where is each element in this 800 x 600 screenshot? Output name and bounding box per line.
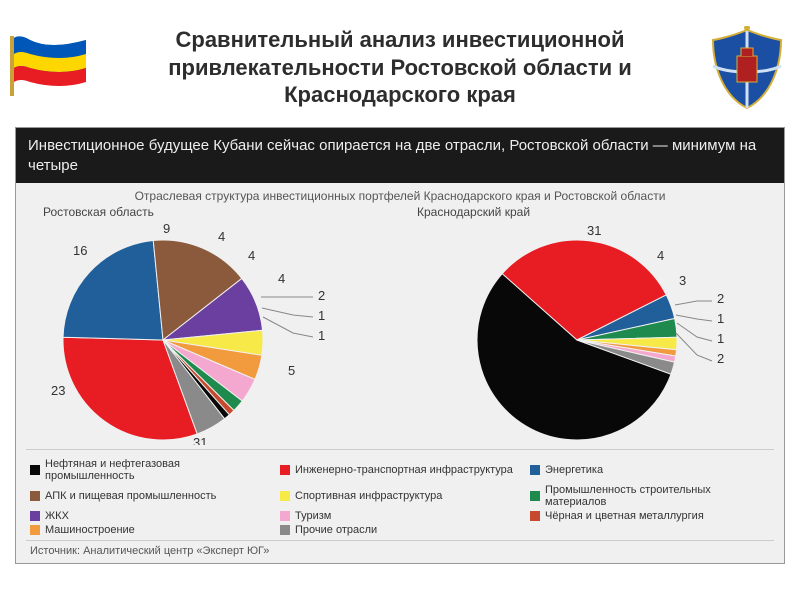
legend-swatch xyxy=(30,511,40,521)
legend-label: Прочие отрасли xyxy=(295,524,377,536)
legend-swatch xyxy=(530,465,540,475)
legend-label: Чёрная и цветная металлургия xyxy=(545,510,704,522)
leader-line xyxy=(676,315,712,321)
slice-value-label: 2 xyxy=(717,291,724,306)
slice-value-label: 1 xyxy=(717,331,724,346)
pie-chart: Ростовская область 31 23 16 9 4 4 4 2 1 1 5 xyxy=(33,205,393,445)
chart-source: Источник: Аналитический центр «Эксперт Ю… xyxy=(26,540,774,557)
slice-value-label: 3 xyxy=(679,273,686,288)
leader-line xyxy=(675,301,712,305)
slice-value-label: 1 xyxy=(318,328,325,343)
legend-item: Туризм xyxy=(280,510,520,522)
legend-item: Инженерно-транспортная инфраструктура xyxy=(280,458,520,482)
legend-item: Промышленность строительных материалов xyxy=(530,484,770,508)
legend-item: Нефтяная и нефтегазовая промышленность xyxy=(30,458,270,482)
legend-swatch xyxy=(530,511,540,521)
legend-item: АПК и пищевая промышленность xyxy=(30,484,270,508)
chart-legend: Нефтяная и нефтегазовая промышленность Ин… xyxy=(26,449,774,540)
slice-value-label: 1 xyxy=(318,308,325,323)
legend-label: ЖКХ xyxy=(45,510,69,522)
legend-label: Энергетика xyxy=(545,464,603,476)
leader-line xyxy=(676,333,712,361)
legend-label: Промышленность строительных материалов xyxy=(545,484,770,508)
slice-value-label: 2 xyxy=(717,351,724,366)
legend-label: АПК и пищевая промышленность xyxy=(45,490,216,502)
legend-swatch xyxy=(280,525,290,535)
legend-swatch xyxy=(280,465,290,475)
legend-swatch xyxy=(30,465,40,475)
pie-svg: 5631432112 xyxy=(407,205,767,445)
slice-value-label: 23 xyxy=(51,383,65,398)
pie-title: Краснодарский край xyxy=(417,205,530,219)
page-title: Сравнительный анализ инвестиционной прив… xyxy=(0,18,800,109)
legend-item: Чёрная и цветная металлургия xyxy=(530,510,770,522)
chart-panel: Инвестиционное будущее Кубани сейчас опи… xyxy=(15,127,785,564)
legend-item: Спортивная инфраструктура xyxy=(280,484,520,508)
legend-swatch xyxy=(280,491,290,501)
leader-line xyxy=(262,308,313,317)
legend-swatch xyxy=(280,511,290,521)
slice-value-label: 1 xyxy=(717,311,724,326)
chart-header: Инвестиционное будущее Кубани сейчас опи… xyxy=(16,128,784,183)
pie-row: Ростовская область31231694442115Краснода… xyxy=(26,205,774,445)
slice-value-label: 5 xyxy=(288,363,295,378)
pie-title: Ростовская область xyxy=(43,205,154,219)
legend-item: ЖКХ xyxy=(30,510,270,522)
slice-value-label: 16 xyxy=(73,243,87,258)
slice-value-label: 4 xyxy=(248,248,255,263)
legend-label: Спортивная инфраструктура xyxy=(295,490,442,502)
slice-value-label: 4 xyxy=(657,248,664,263)
chart-body: Отраслевая структура инвестиционных порт… xyxy=(16,183,784,563)
slice-value-label: 4 xyxy=(218,229,225,244)
slice-value-label: 9 xyxy=(163,221,170,236)
region-flag xyxy=(10,36,90,96)
pie-chart: Краснодарский край5631432112 xyxy=(407,205,767,445)
slice-value-label: 2 xyxy=(318,288,325,303)
leader-line xyxy=(677,323,712,341)
legend-label: Машиностроение xyxy=(45,524,135,536)
slice-value-label: 31 xyxy=(587,223,601,238)
pie-svg: 31 23 16 9 4 4 4 2 1 1 5 xyxy=(33,205,393,445)
leader-line xyxy=(263,317,313,337)
legend-item: Энергетика xyxy=(530,458,770,482)
slice-value-label: 4 xyxy=(278,271,285,286)
chart-subtitle: Отраслевая структура инвестиционных порт… xyxy=(26,189,774,203)
legend-label: Инженерно-транспортная инфраструктура xyxy=(295,464,513,476)
legend-item: Прочие отрасли xyxy=(280,524,520,536)
region-coat-of-arms xyxy=(705,26,790,111)
slice-value-label: 31 xyxy=(193,435,207,445)
legend-swatch xyxy=(530,491,540,501)
legend-label: Нефтяная и нефтегазовая промышленность xyxy=(45,458,270,482)
legend-swatch xyxy=(30,491,40,501)
legend-item: Машиностроение xyxy=(30,524,270,536)
legend-swatch xyxy=(30,525,40,535)
legend-label: Туризм xyxy=(295,510,331,522)
